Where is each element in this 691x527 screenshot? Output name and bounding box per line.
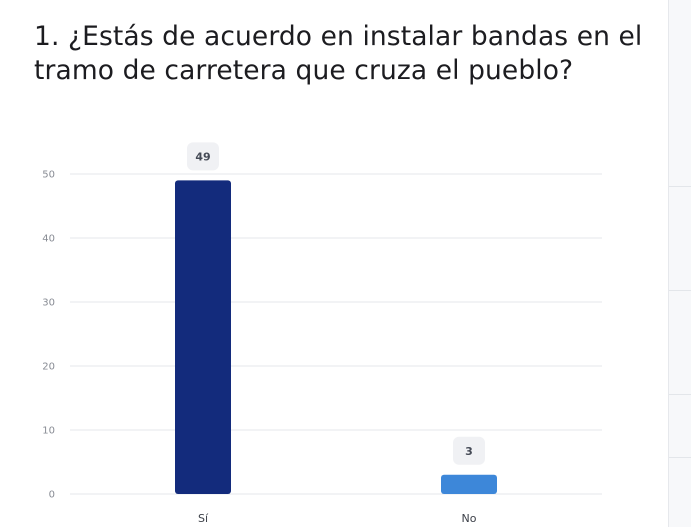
side-panel bbox=[668, 0, 691, 527]
y-tick-label: 10 bbox=[42, 426, 55, 437]
y-tick-label: 0 bbox=[49, 490, 55, 501]
side-panel-divider bbox=[669, 186, 691, 187]
side-panel-divider bbox=[669, 394, 691, 395]
data-label: 49 bbox=[195, 150, 210, 163]
bar-si bbox=[175, 180, 231, 494]
y-tick-label: 40 bbox=[42, 234, 55, 245]
data-label: 3 bbox=[465, 445, 473, 458]
y-tick-label: 50 bbox=[42, 170, 55, 181]
data-label-bubble bbox=[453, 436, 485, 465]
bar-chart-container: 0 10 20 30 40 50 49 Sí 3 No bbox=[42, 142, 602, 525]
data-label-bubble bbox=[187, 142, 219, 171]
y-tick-label: 30 bbox=[42, 298, 55, 309]
x-tick-label: No bbox=[462, 512, 477, 525]
side-panel-divider bbox=[669, 457, 691, 458]
x-tick-label: Sí bbox=[198, 512, 209, 525]
question-title: 1. ¿Estás de acuerdo en instalar bandas … bbox=[34, 21, 643, 86]
side-panel-divider bbox=[669, 290, 691, 291]
bar-no bbox=[441, 474, 497, 494]
y-tick-label: 20 bbox=[42, 362, 55, 373]
bar-chart: 0 10 20 30 40 50 49 Sí 3 No bbox=[42, 142, 602, 525]
